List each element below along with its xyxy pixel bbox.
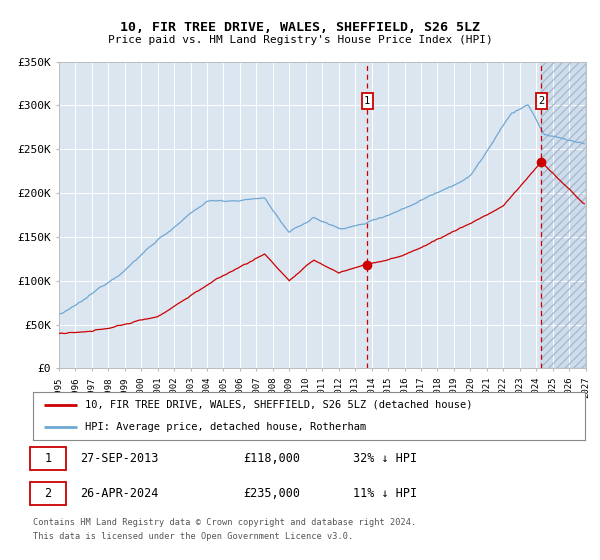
Text: 1: 1: [44, 452, 52, 465]
Text: 27-SEP-2013: 27-SEP-2013: [80, 452, 158, 465]
Text: Contains HM Land Registry data © Crown copyright and database right 2024.: Contains HM Land Registry data © Crown c…: [33, 518, 416, 527]
Text: HPI: Average price, detached house, Rotherham: HPI: Average price, detached house, Roth…: [85, 422, 367, 432]
Text: 2: 2: [538, 96, 545, 106]
FancyBboxPatch shape: [30, 447, 66, 470]
Text: £235,000: £235,000: [243, 487, 300, 500]
Bar: [541, 62, 586, 368]
Text: 10, FIR TREE DRIVE, WALES, SHEFFIELD, S26 5LZ: 10, FIR TREE DRIVE, WALES, SHEFFIELD, S2…: [120, 21, 480, 34]
FancyBboxPatch shape: [30, 482, 66, 505]
Text: This data is licensed under the Open Government Licence v3.0.: This data is licensed under the Open Gov…: [33, 532, 353, 541]
Text: 1: 1: [364, 96, 370, 106]
Text: Price paid vs. HM Land Registry's House Price Index (HPI): Price paid vs. HM Land Registry's House …: [107, 35, 493, 45]
Text: £118,000: £118,000: [243, 452, 300, 465]
Text: 10, FIR TREE DRIVE, WALES, SHEFFIELD, S26 5LZ (detached house): 10, FIR TREE DRIVE, WALES, SHEFFIELD, S2…: [85, 400, 473, 410]
Text: 26-APR-2024: 26-APR-2024: [80, 487, 158, 500]
Text: 2: 2: [44, 487, 52, 500]
Text: 11% ↓ HPI: 11% ↓ HPI: [353, 487, 417, 500]
Bar: [541, 62, 586, 368]
Text: 32% ↓ HPI: 32% ↓ HPI: [353, 452, 417, 465]
